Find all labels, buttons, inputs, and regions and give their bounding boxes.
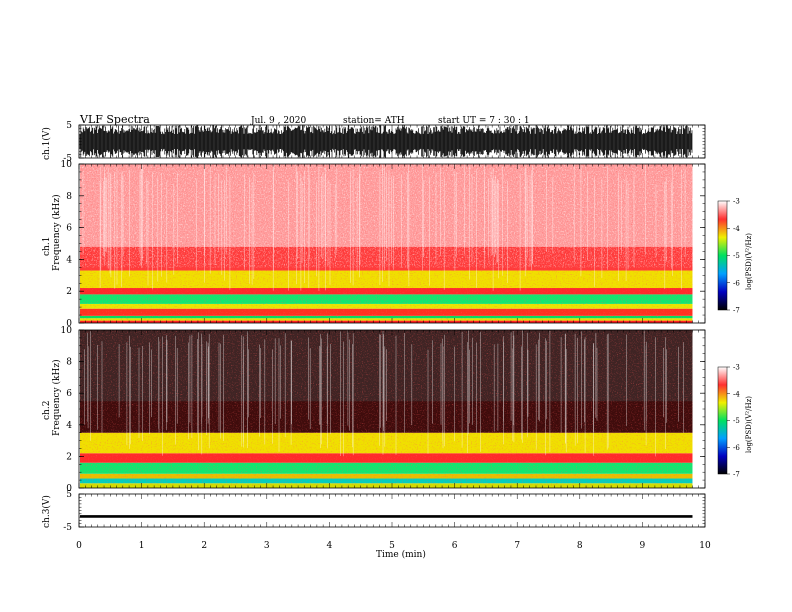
- panel-2-ytick-label: 2: [66, 287, 72, 297]
- panel-2-ytick-label: 8: [66, 192, 72, 202]
- colorbar-1: [717, 200, 728, 311]
- panel-3-ytick-label: 2: [66, 452, 72, 462]
- colorbar-1-tick-label: -3: [733, 198, 740, 206]
- colorbar-2-tick-label: -5: [733, 417, 740, 425]
- panel-3-ytick-label: 6: [66, 389, 72, 399]
- colorbar-2-tick-label: -6: [733, 444, 740, 452]
- colorbar-2-tick-label: -4: [733, 390, 740, 398]
- panel-3-ytick-label: 4: [66, 421, 72, 431]
- colorbar-2-tick-label: -7: [733, 471, 740, 479]
- xtick-label: 8: [577, 541, 583, 551]
- start-time-label: start UT = 7 : 30 : 1: [438, 116, 530, 126]
- xtick-label: 9: [640, 541, 646, 551]
- station-label: station= ATH: [343, 116, 405, 126]
- colorbar-1-tick-label: -4: [733, 225, 740, 233]
- panel-2-ytick-label: 0: [66, 319, 72, 329]
- panel-1-ytick-label: -5: [63, 154, 72, 164]
- panel-2-ytick-label: 6: [66, 224, 72, 234]
- spec2-streaks: [84, 330, 684, 457]
- xtick-label: 6: [452, 541, 458, 551]
- panel-1-ytick-label: 5: [66, 121, 72, 131]
- panel-2-ytick-label: 4: [66, 255, 72, 265]
- xtick-label: 1: [139, 541, 145, 551]
- chart-title: VLF Spectra: [80, 113, 150, 126]
- xtick-label: 5: [389, 541, 395, 551]
- ch1-waveform-trace: [79, 125, 693, 158]
- spec2-red-speckle: [80, 330, 693, 488]
- xtick-label: 0: [76, 541, 82, 551]
- panel-2-ytick-label: 10: [61, 160, 73, 170]
- colorbar-2-tick-label: -3: [733, 364, 740, 372]
- panel-4: [80, 515, 693, 518]
- xtick-label: 3: [264, 541, 270, 551]
- panel-3-ytick-label: 8: [66, 358, 72, 368]
- panel-4-ytick-label: 5: [66, 490, 72, 500]
- panel-2: [80, 164, 693, 323]
- spec1-streaks: [82, 164, 686, 291]
- ch3-waveform-trace: [80, 515, 693, 518]
- xtick-label: 4: [327, 541, 333, 551]
- panel-3-ytick-label: 10: [61, 326, 73, 336]
- panel-3-ytick-label: 0: [66, 484, 72, 494]
- xtick-label: 7: [514, 541, 520, 551]
- colorbar-1-tick-label: -7: [733, 307, 740, 315]
- xtick-label: 10: [699, 541, 711, 551]
- date-label: Jul. 9 , 2020: [251, 116, 307, 126]
- panel-1: [79, 125, 693, 158]
- xtick-label: 2: [201, 541, 207, 551]
- x-axis-label: Time (min): [376, 550, 426, 560]
- panel-4-ytick-label: -5: [63, 523, 72, 533]
- colorbar-1-tick-label: -5: [733, 252, 740, 260]
- colorbar-2: [717, 366, 728, 475]
- colorbar-1-tick-label: -6: [733, 279, 740, 287]
- panel-3: [80, 330, 693, 488]
